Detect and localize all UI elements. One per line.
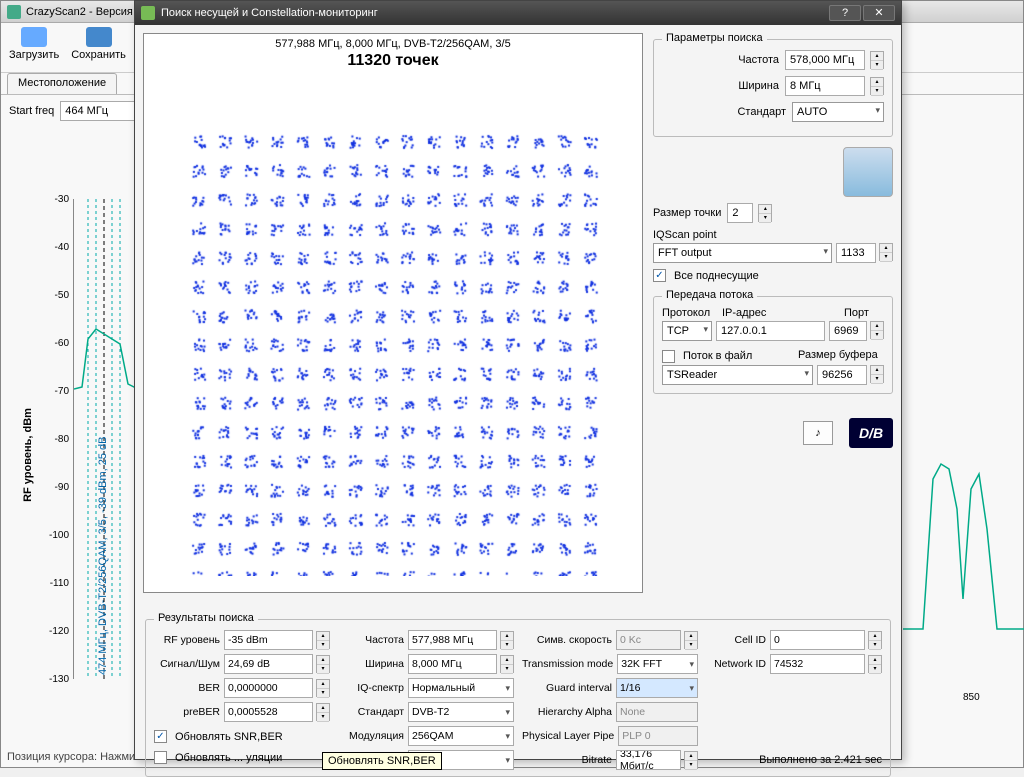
tooltip: Обновлять SNR,BER bbox=[322, 752, 442, 770]
marker-text: 474 МГц, DVB-T2/256QAM, 3/5, -39 dBm, 25… bbox=[97, 437, 109, 675]
constellation-canvas bbox=[172, 82, 616, 576]
right-chart[interactable]: 850 bbox=[903, 199, 1024, 689]
res-freq[interactable]: 577,988 МГц bbox=[408, 630, 497, 650]
mod-select[interactable]: 256QAM bbox=[408, 726, 514, 746]
spectrum-chart[interactable]: 474 МГц, DVB-T2/256QAM, 3/5, -39 dBm, 25… bbox=[73, 199, 141, 679]
proto-select[interactable]: TCP bbox=[662, 321, 712, 341]
spectrum-panel: RF уровень, dBm -30-40-50-60-70-80-90-10… bbox=[11, 199, 131, 699]
preber[interactable]: 0,0005528 bbox=[224, 702, 313, 722]
netid[interactable]: 74532 bbox=[770, 654, 865, 674]
width-spinner[interactable]: ▴▾ bbox=[870, 77, 884, 95]
constellation-chart[interactable]: 577,988 МГц, 8,000 МГц, DVB-T2/256QAM, 3… bbox=[143, 33, 643, 593]
help-button[interactable]: ? bbox=[829, 5, 861, 21]
dvb-logo-icon: D/B bbox=[849, 418, 893, 448]
ip-input[interactable]: 127.0.0.1 bbox=[716, 321, 825, 341]
spectrum-svg: 474 МГц, DVB-T2/256QAM, 3/5, -39 dBm, 25… bbox=[74, 199, 142, 679]
update-mod-checkbox[interactable] bbox=[154, 751, 167, 764]
pointsize-input[interactable]: 2 bbox=[727, 203, 753, 223]
disk-icon bbox=[86, 27, 112, 47]
buffer-spinner[interactable]: ▴▾ bbox=[870, 365, 884, 383]
save-button[interactable]: Сохранить bbox=[71, 27, 126, 68]
halpha: None bbox=[616, 702, 698, 722]
ber[interactable]: 0,0000000 bbox=[224, 678, 313, 698]
constellation-dialog: Поиск несущей и Constellation-мониторинг… bbox=[134, 0, 902, 760]
symrate: 0 Kc bbox=[616, 630, 681, 650]
freq-spinner[interactable]: ▴▾ bbox=[870, 51, 884, 69]
status-bar: Позиция курсора: Нажми bbox=[7, 751, 135, 763]
cellid[interactable]: 0 bbox=[770, 630, 865, 650]
iqscan-select[interactable]: FFT output bbox=[653, 243, 832, 263]
reader-select[interactable]: TSReader bbox=[662, 365, 813, 385]
yaxis-label: RF уровень, dBm bbox=[22, 408, 34, 502]
dialog-titlebar: Поиск несущей и Constellation-мониторинг… bbox=[135, 1, 901, 25]
dialog-title: Поиск несущей и Constellation-мониторинг bbox=[161, 7, 378, 19]
param-width-input[interactable]: 8 МГц bbox=[785, 76, 865, 96]
audio-button[interactable]: ♪ bbox=[803, 421, 833, 445]
update-snrber-checkbox[interactable]: ✓ bbox=[154, 730, 167, 743]
stream-group: Передача потока ПротоколIP-адресПорт TCP… bbox=[653, 296, 893, 394]
iqspec-select[interactable]: Нормальный bbox=[408, 678, 514, 698]
param-freq-input[interactable]: 578,000 МГц bbox=[785, 50, 865, 70]
port-input[interactable]: 6969 bbox=[829, 321, 867, 341]
allsub-checkbox[interactable]: ✓ bbox=[653, 269, 666, 282]
right-spectrum-svg bbox=[903, 199, 1024, 689]
close-button[interactable]: ✕ bbox=[863, 5, 895, 21]
tofile-checkbox[interactable] bbox=[662, 350, 675, 363]
buffer-input[interactable]: 96256 bbox=[817, 365, 867, 385]
results-panel: Результаты поиска RF уровень-35 dBm▴▾ Си… bbox=[135, 619, 901, 777]
folder-icon bbox=[21, 27, 47, 47]
app-logo-icon bbox=[843, 147, 893, 197]
load-button[interactable]: Загрузить bbox=[9, 27, 59, 68]
guard-select[interactable]: 1/16 bbox=[616, 678, 698, 698]
spectrum-yaxis: RF уровень, dBm -30-40-50-60-70-80-90-10… bbox=[11, 199, 71, 699]
plp: PLP 0 bbox=[618, 726, 698, 746]
right-chart-panel: 850 bbox=[903, 199, 1024, 709]
param-std-select[interactable]: AUTO bbox=[792, 102, 884, 122]
chart-points-title: 11320 точек bbox=[144, 50, 642, 74]
dialog-icon bbox=[141, 6, 155, 20]
port-spinner[interactable]: ▴▾ bbox=[870, 321, 884, 339]
search-params-group: Параметры поиска Частота578,000 МГц▴▾ Ши… bbox=[653, 39, 893, 137]
main-title: CrazyScan2 - Версия bbox=[26, 6, 133, 18]
bitrate[interactable]: 33,176 Мбит/с bbox=[616, 750, 681, 770]
iqscan-num[interactable]: 1133 bbox=[836, 243, 876, 263]
results-group: Результаты поиска RF уровень-35 dBm▴▾ Си… bbox=[145, 619, 891, 777]
rf-level[interactable]: -35 dBm bbox=[224, 630, 313, 650]
tab-location[interactable]: Местоположение bbox=[7, 73, 117, 94]
chart-header: 577,988 МГц, 8,000 МГц, DVB-T2/256QAM, 3… bbox=[144, 34, 642, 50]
iqnum-spinner[interactable]: ▴▾ bbox=[879, 243, 893, 261]
app-icon bbox=[7, 5, 21, 19]
elapsed-label: Выполнено за 2.421 sec bbox=[706, 750, 882, 770]
startfreq-input[interactable]: 464 МГц bbox=[60, 101, 140, 121]
res-width[interactable]: 8,000 МГц bbox=[408, 654, 497, 674]
startfreq-label: Start freq bbox=[9, 105, 54, 117]
pointsize-spinner[interactable]: ▴▾ bbox=[758, 204, 772, 222]
std-select[interactable]: DVB-T2 bbox=[408, 702, 514, 722]
xtick-850: 850 bbox=[963, 692, 980, 703]
side-panel: Параметры поиска Частота578,000 МГц▴▾ Ши… bbox=[643, 33, 893, 607]
snr[interactable]: 24,69 dB bbox=[224, 654, 313, 674]
tmode-select[interactable]: 32K FFT bbox=[617, 654, 698, 674]
